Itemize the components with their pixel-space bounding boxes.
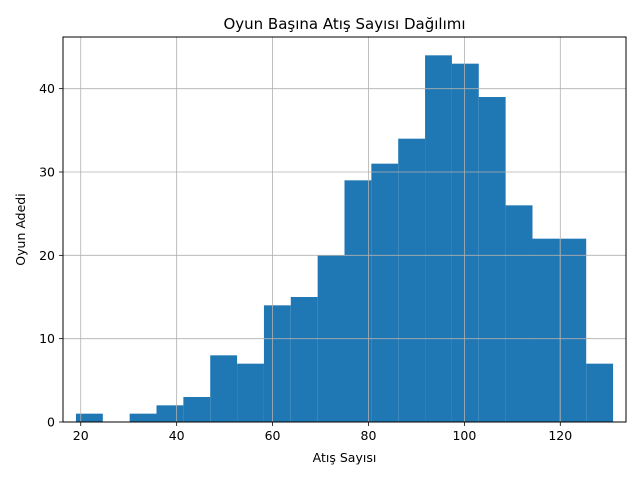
histogram-bar [210, 355, 238, 422]
histogram-bar [559, 238, 587, 422]
y-tick-label: 0 [47, 415, 55, 430]
x-tick-label: 100 [452, 428, 476, 443]
axis-ticks: 20 40 60 80 100 120 0 10 20 30 40 [39, 81, 572, 443]
plot-frame [62, 36, 627, 423]
histogram-bar [75, 413, 103, 422]
histogram-bar [290, 297, 318, 422]
y-tick-label: 30 [39, 165, 55, 180]
x-tick-label: 120 [548, 428, 572, 443]
histogram-bar [344, 180, 372, 422]
x-tick-label: 40 [169, 428, 185, 443]
histogram-bar [451, 63, 479, 423]
x-tick-label: 20 [73, 428, 89, 443]
x-tick-label: 60 [265, 428, 281, 443]
histogram-bar [371, 163, 399, 422]
histogram-bar [586, 363, 614, 422]
chart-title: Oyun Başına Atış Sayısı Dağılımı [223, 15, 465, 33]
y-tick-label: 10 [39, 331, 55, 346]
histogram-bar [505, 205, 533, 422]
histogram-bar [237, 363, 264, 422]
histogram-bar [156, 405, 184, 422]
histogram-bar [398, 138, 426, 422]
x-tick-label: 80 [361, 428, 377, 443]
x-axis-label: Atış Sayısı [313, 450, 377, 465]
histogram-bar [425, 55, 452, 422]
histogram-bar [263, 305, 291, 422]
grid-overlay [63, 37, 626, 423]
histogram-bar [129, 413, 157, 422]
histogram-bar [478, 97, 506, 422]
histogram-bar [532, 238, 560, 422]
y-tick-label: 40 [39, 81, 55, 96]
y-tick-label: 20 [39, 248, 55, 263]
y-axis-label: Oyun Adedi [13, 193, 28, 265]
histogram-bars [75, 55, 614, 423]
histogram-bar [183, 397, 211, 422]
